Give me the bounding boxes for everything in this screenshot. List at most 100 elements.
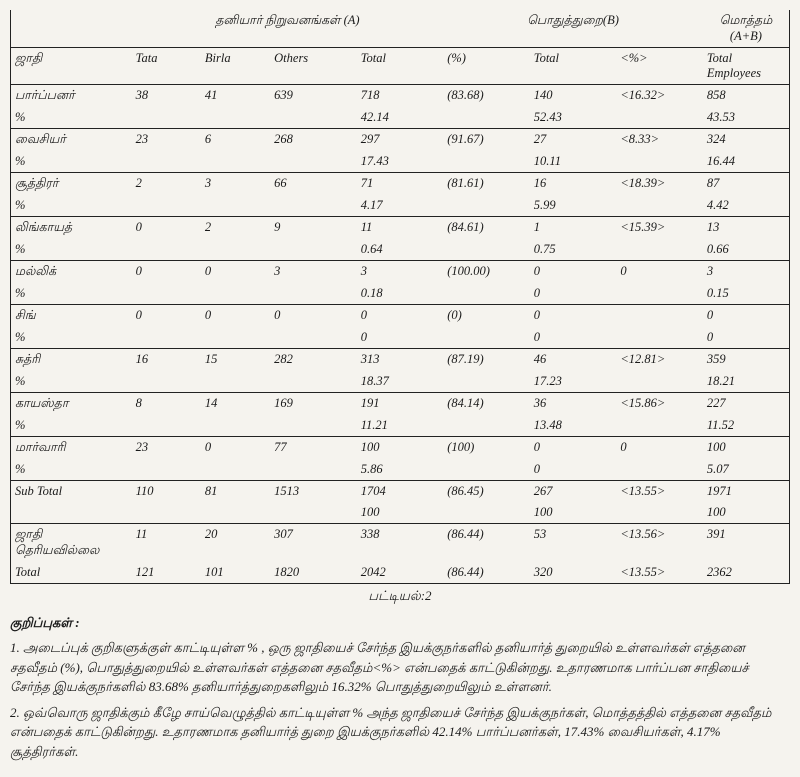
table-cell: 0	[530, 261, 617, 284]
table-cell	[201, 371, 270, 393]
table-cell: %	[11, 239, 132, 261]
table-cell: 6	[201, 129, 270, 152]
table-cell: 41	[201, 85, 270, 108]
col-pct-b: <%>	[616, 48, 703, 85]
group-b-header: பொதுத்துறை(B)	[443, 10, 703, 48]
table-cell: %	[11, 283, 132, 305]
table-cell: 0	[132, 261, 201, 284]
col-tata: Tata	[132, 48, 201, 85]
table-cell: 0.66	[703, 239, 790, 261]
table-cell	[443, 239, 530, 261]
table-cell: 52.43	[530, 107, 617, 129]
table-cell	[201, 283, 270, 305]
table-cell	[616, 195, 703, 217]
col-birla: Birla	[201, 48, 270, 85]
table-row: சிங்0000(0)00	[11, 305, 790, 328]
table-cell	[132, 327, 201, 349]
column-header-row: ஜாதி Tata Birla Others Total (%) Total <…	[11, 48, 790, 85]
table-cell: காயஸ்தா	[11, 393, 132, 416]
table-cell	[270, 415, 357, 437]
table-cell: 14	[201, 393, 270, 416]
col-total-b: Total	[530, 48, 617, 85]
table-cell: 0	[357, 305, 444, 328]
col-pct-a: (%)	[443, 48, 530, 85]
table-cell: 0	[201, 437, 270, 460]
table-cell	[132, 107, 201, 129]
table-cell	[443, 107, 530, 129]
table-cell	[270, 459, 357, 481]
table-cell: <16.32>	[616, 85, 703, 108]
table-cell: 13	[703, 217, 790, 240]
col-total-emp: Total Employees	[703, 48, 790, 85]
table-cell	[616, 327, 703, 349]
table-cell: 71	[357, 173, 444, 196]
table-cell	[616, 459, 703, 481]
table-pct-row: %5.8605.07	[11, 459, 790, 481]
table-cell	[132, 239, 201, 261]
table-cell: (91.67)	[443, 129, 530, 152]
table-cell: 169	[270, 393, 357, 416]
table-row: வைசியர்236268297(91.67)27<8.33>324	[11, 129, 790, 152]
table-cell: %	[11, 459, 132, 481]
table-cell: 0	[530, 459, 617, 481]
table-cell: 43.53	[703, 107, 790, 129]
table-cell	[201, 415, 270, 437]
table-cell: 0	[201, 305, 270, 328]
table-cell: (83.68)	[443, 85, 530, 108]
table-cell: 27	[530, 129, 617, 152]
table-cell: சுத்ரி	[11, 349, 132, 372]
table-pct-row: %18.3717.2318.21	[11, 371, 790, 393]
table-cell: 23	[132, 129, 201, 152]
table-label: பட்டியல்:2	[10, 588, 790, 605]
group-total-header: மொத்தம் (A+B)	[703, 10, 790, 48]
table-pct-row: %4.175.994.42	[11, 195, 790, 217]
table-cell: 8	[132, 393, 201, 416]
table-cell: 10.11	[530, 151, 617, 173]
table-cell: <18.39>	[616, 173, 703, 196]
table-cell: 77	[270, 437, 357, 460]
table-cell: 324	[703, 129, 790, 152]
table-cell: 5.99	[530, 195, 617, 217]
table-cell: 191	[357, 393, 444, 416]
table-cell	[443, 283, 530, 305]
table-cell: 16.44	[703, 151, 790, 173]
subtotal-row: Sub Total 110 81 1513 1704 (86.45) 267 <…	[11, 481, 790, 503]
table-cell	[443, 327, 530, 349]
table-pct-row: %0.640.750.66	[11, 239, 790, 261]
note-2: 2. ஒவ்வொரு ஜாதிக்கும் கீழே சாய்வெழுத்தில…	[10, 703, 790, 762]
table-row: பார்ப்பனர்3841639718(83.68)140<16.32>858	[11, 85, 790, 108]
table-cell: <15.86>	[616, 393, 703, 416]
table-row: லிங்காயத்02911(84.61)1<15.39>13	[11, 217, 790, 240]
table-cell	[201, 195, 270, 217]
table-cell: 16	[530, 173, 617, 196]
table-cell: 297	[357, 129, 444, 152]
table-cell: 100	[703, 437, 790, 460]
table-cell	[201, 459, 270, 481]
table-cell: 718	[357, 85, 444, 108]
note-1: 1. அடைப்புக் குறிகளுக்குள் காட்டியுள்ள %…	[10, 638, 790, 697]
table-cell: %	[11, 195, 132, 217]
table-cell: 3	[270, 261, 357, 284]
table-cell: 18.37	[357, 371, 444, 393]
table-cell: 0.15	[703, 283, 790, 305]
table-cell: லிங்காயத்	[11, 217, 132, 240]
table-cell: 0.75	[530, 239, 617, 261]
table-cell	[616, 415, 703, 437]
table-cell: 4.42	[703, 195, 790, 217]
table-cell	[270, 195, 357, 217]
table-cell: (84.14)	[443, 393, 530, 416]
table-cell: 0	[357, 327, 444, 349]
table-cell: %	[11, 107, 132, 129]
table-cell: 18.21	[703, 371, 790, 393]
table-cell: %	[11, 151, 132, 173]
table-pct-row: %42.1452.4343.53	[11, 107, 790, 129]
table-cell: <8.33>	[616, 129, 703, 152]
table-cell: 3	[703, 261, 790, 284]
table-cell: 3	[201, 173, 270, 196]
table-cell	[270, 327, 357, 349]
table-cell: 0	[530, 283, 617, 305]
table-cell	[270, 107, 357, 129]
table-pct-row: %17.4310.1116.44	[11, 151, 790, 173]
table-cell	[132, 459, 201, 481]
table-cell: 282	[270, 349, 357, 372]
